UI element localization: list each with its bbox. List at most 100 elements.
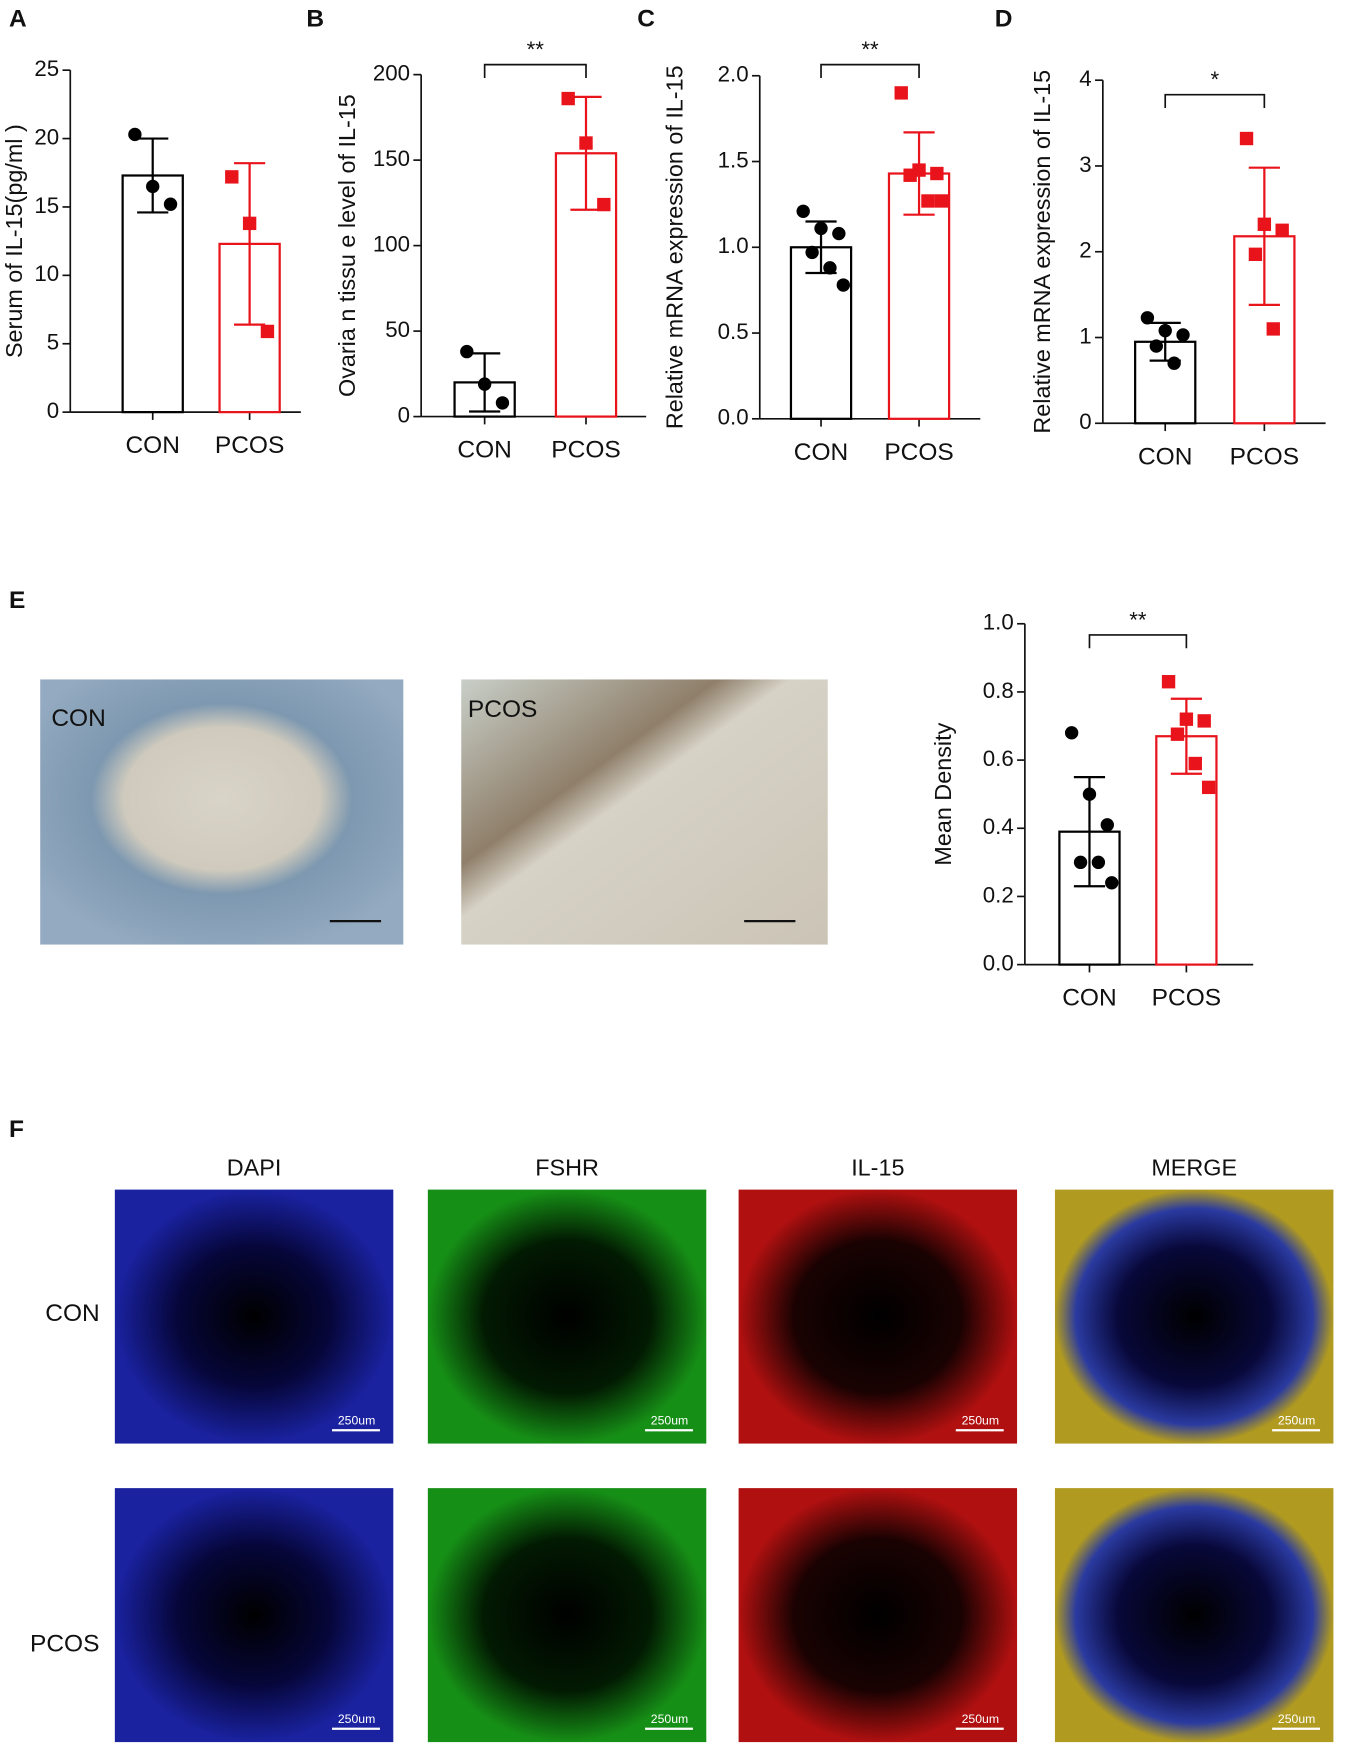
significance-label: ** <box>1129 607 1147 632</box>
y-tick-label: 10 <box>34 261 59 286</box>
data-point <box>832 226 846 241</box>
y-tick-label: 0.8 <box>983 678 1014 703</box>
x-tick-label: PCOS <box>884 439 953 466</box>
significance-label: * <box>1210 67 1219 92</box>
data-point <box>477 377 492 391</box>
data-point <box>260 324 275 339</box>
y-tick-label: 0.2 <box>983 882 1014 907</box>
scale-label: 250um <box>651 1414 688 1428</box>
fluorescence-image <box>427 1189 707 1444</box>
y-tick-label: 0 <box>1079 409 1091 434</box>
y-tick-label: 50 <box>385 317 410 342</box>
data-point <box>1197 714 1211 728</box>
data-point <box>579 136 593 150</box>
y-tick-label: 20 <box>34 124 59 149</box>
y-tick-label: 100 <box>373 231 410 256</box>
micrograph <box>40 679 404 945</box>
data-point <box>1082 787 1097 801</box>
x-tick-label: CON <box>1138 443 1192 470</box>
significance-label: ** <box>861 37 879 62</box>
data-point <box>894 86 908 100</box>
y-tick-label: 15 <box>34 193 59 218</box>
panel-letter: B <box>306 6 324 33</box>
y-tick-label: 2.0 <box>718 62 749 87</box>
y-tick-label: 1 <box>1079 323 1091 348</box>
fluorescence-image <box>738 1488 1018 1743</box>
y-axis-label: Relative mRNA expression of IL-15 <box>661 65 687 429</box>
y-tick-label: 0.4 <box>983 814 1014 839</box>
panel-letter: E <box>9 587 25 614</box>
x-tick-label: PCOS <box>1152 985 1221 1012</box>
scale-label: 250um <box>1278 1414 1315 1428</box>
scale-label: 250um <box>962 1712 999 1726</box>
data-point <box>1149 339 1163 353</box>
data-point <box>128 127 142 142</box>
x-tick-label: PCOS <box>1230 443 1299 470</box>
significance-bracket <box>1164 93 1266 109</box>
data-point <box>1105 876 1119 890</box>
y-tick-label: 4 <box>1079 66 1091 91</box>
error-bar <box>234 162 266 326</box>
bar <box>789 246 853 420</box>
data-point <box>495 396 510 410</box>
image-label: CON <box>51 705 105 732</box>
data-point <box>597 197 611 212</box>
panel-letter: C <box>637 6 655 33</box>
data-point <box>1073 855 1088 870</box>
data-point <box>1167 356 1181 370</box>
fluorescence-image <box>738 1189 1018 1444</box>
data-point <box>163 197 178 211</box>
fluorescence-image <box>114 1488 394 1743</box>
y-axis-label: Serum of IL-15(pg/ml ) <box>1 124 27 358</box>
data-point <box>1239 131 1254 146</box>
data-point <box>1161 675 1176 689</box>
image-label: PCOS <box>468 696 537 723</box>
data-point <box>921 194 935 208</box>
y-tick-label: 0.6 <box>983 746 1014 771</box>
y-tick-label: 3 <box>1079 152 1091 177</box>
significance-bracket <box>820 63 920 78</box>
y-tick-label: 25 <box>34 56 59 81</box>
data-point <box>814 221 828 236</box>
scale-label: 250um <box>651 1712 688 1726</box>
row-label: PCOS <box>30 1631 99 1658</box>
error-bar <box>570 95 602 211</box>
data-point <box>796 204 810 218</box>
data-point <box>1275 223 1289 237</box>
data-point <box>1064 726 1079 740</box>
y-tick-label: 0.0 <box>983 951 1014 976</box>
scale-label: 250um <box>338 1712 375 1726</box>
data-point <box>903 168 917 182</box>
fluorescence-image <box>427 1488 707 1743</box>
data-point <box>805 245 819 260</box>
column-header: DAPI <box>227 1155 282 1181</box>
significance-bracket <box>1088 634 1188 649</box>
x-tick-label: CON <box>125 432 179 459</box>
error-bar <box>1170 697 1202 775</box>
y-tick-label: 5 <box>47 330 59 355</box>
data-point <box>1091 855 1106 870</box>
data-point <box>1248 247 1263 261</box>
panel-letter: F <box>9 1116 24 1143</box>
chart: A Serum of IL-15(pg/ml ) 0 5 10 15 20 25 CON PCOS <box>1 6 301 459</box>
y-tick-label: 0.5 <box>718 319 749 344</box>
panel-letter: A <box>9 6 27 33</box>
panel-f: DAPI 250um 250um FSHR 250um 250um IL-15 250um 25… <box>30 1155 1334 1743</box>
scale-label: 250um <box>1278 1712 1315 1726</box>
chart: C Relative mRNA expression of IL-15 0.0 0.5… <box>637 6 981 466</box>
data-point <box>460 344 474 359</box>
significance-bracket <box>483 63 587 78</box>
data-point <box>561 91 575 106</box>
y-tick-label: 0 <box>47 398 59 423</box>
data-point <box>1100 818 1114 832</box>
data-point <box>1140 311 1155 325</box>
x-tick-label: PCOS <box>215 432 284 459</box>
data-point <box>1179 712 1194 726</box>
y-axis-label: Relative mRNA expression of IL-15 <box>1029 70 1055 434</box>
y-tick-label: 0 <box>398 402 410 427</box>
error-bar <box>1248 166 1280 307</box>
data-point <box>1188 756 1202 771</box>
chart: D Relative mRNA expression of IL-15 0 1 2 3 4 C… <box>995 6 1326 470</box>
fluorescence-image <box>1054 1488 1334 1743</box>
